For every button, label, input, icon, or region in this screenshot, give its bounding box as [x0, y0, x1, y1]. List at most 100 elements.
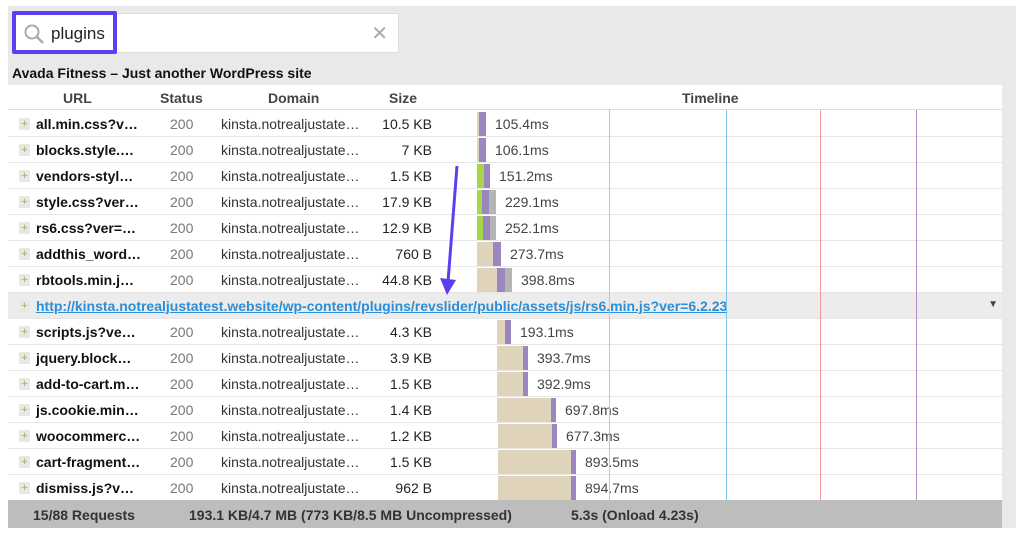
- timeline-bar-wait: [498, 450, 571, 474]
- request-size: 10.5 KB: [382, 116, 432, 132]
- col-timeline[interactable]: Timeline: [682, 90, 739, 106]
- request-url[interactable]: style.css?ver…: [36, 194, 139, 210]
- page-title: Avada Fitness – Just another WordPress s…: [12, 65, 312, 81]
- request-time: 677.3ms: [566, 428, 620, 444]
- request-size: 760 B: [395, 246, 432, 262]
- request-status: 200: [170, 324, 194, 340]
- table-row[interactable]: + rbtools.min.j… 200 kinsta.notrealjusta…: [8, 267, 1002, 293]
- expand-icon[interactable]: +: [19, 248, 30, 260]
- request-url[interactable]: blocks.style.…: [36, 142, 135, 158]
- request-status: 200: [170, 350, 194, 366]
- request-url[interactable]: dismiss.js?v…: [36, 480, 135, 496]
- expand-icon[interactable]: +: [19, 144, 30, 156]
- request-url[interactable]: cart-fragment…: [36, 454, 141, 470]
- table-row[interactable]: + addthis_word… 200 kinsta.notrealjustat…: [8, 241, 1002, 267]
- request-url[interactable]: addthis_word…: [36, 246, 142, 262]
- request-time: 273.7ms: [510, 246, 564, 262]
- expand-icon[interactable]: +: [19, 456, 30, 468]
- request-url[interactable]: vendors-styl…: [36, 168, 134, 184]
- request-url[interactable]: all.min.css?v…: [36, 116, 138, 132]
- request-domain: kinsta.notrealjustate…: [221, 350, 360, 366]
- request-url[interactable]: add-to-cart.m…: [36, 376, 140, 392]
- requests-table: URL Status Domain Size Timeline + http:/…: [8, 85, 1002, 528]
- search-input[interactable]: plugins ✕: [13, 13, 399, 53]
- request-time: 398.8ms: [521, 272, 575, 288]
- table-row[interactable]: + js.cookie.min… 200 kinsta.notrealjusta…: [8, 397, 1002, 423]
- col-domain[interactable]: Domain: [268, 90, 320, 106]
- table-row[interactable]: + jquery.block… 200 kinsta.notrealjustat…: [8, 345, 1002, 371]
- request-url-link[interactable]: http://kinsta.notrealjustatest.website/w…: [36, 298, 728, 314]
- request-size: 1.2 KB: [389, 428, 432, 444]
- expand-icon[interactable]: +: [19, 378, 30, 390]
- timeline-bar-receive: [571, 476, 576, 500]
- request-url[interactable]: woocommerc…: [36, 428, 141, 444]
- request-size: 1.5 KB: [389, 168, 432, 184]
- timeline-bar-receive: [479, 112, 486, 136]
- expand-icon[interactable]: +: [19, 170, 30, 182]
- search-query[interactable]: plugins: [51, 24, 105, 43]
- caret-down-icon[interactable]: ▼: [988, 299, 998, 310]
- expand-icon[interactable]: +: [19, 196, 30, 208]
- table-row[interactable]: + all.min.css?v… 200 kinsta.notrealjusta…: [8, 111, 1002, 137]
- request-domain: kinsta.notrealjustate…: [221, 324, 360, 340]
- request-domain: kinsta.notrealjustate…: [221, 194, 360, 210]
- expand-icon[interactable]: +: [19, 222, 30, 234]
- request-url[interactable]: rbtools.min.j…: [36, 272, 134, 288]
- timeline-marker-purple: [916, 110, 917, 500]
- timeline-bar-receive: [523, 372, 528, 396]
- request-url[interactable]: scripts.js?ve…: [36, 324, 136, 340]
- request-size: 12.9 KB: [382, 220, 432, 236]
- timeline-bar-wait: [477, 112, 479, 136]
- request-time: 252.1ms: [505, 220, 559, 236]
- request-time: 894.7ms: [585, 480, 639, 496]
- table-row[interactable]: + scripts.js?ve… 200 kinsta.notrealjusta…: [8, 319, 1002, 345]
- request-count: 15/88 Requests: [33, 507, 135, 523]
- request-status: 200: [170, 220, 194, 236]
- request-size: 1.5 KB: [389, 454, 432, 470]
- timeline-bar-wait: [497, 320, 505, 344]
- request-url[interactable]: jquery.block…: [36, 350, 132, 366]
- table-row[interactable]: + vendors-styl… 200 kinsta.notrealjustat…: [8, 163, 1002, 189]
- total-time: 5.3s (Onload 4.23s): [571, 507, 699, 523]
- request-time: 106.1ms: [495, 142, 549, 158]
- request-status: 200: [170, 376, 194, 392]
- expanded-row[interactable]: + http://kinsta.notrealjustatest.website…: [8, 293, 1002, 319]
- timeline-bar-receive: [523, 346, 528, 370]
- request-domain: kinsta.notrealjustate…: [221, 272, 360, 288]
- expand-icon[interactable]: +: [19, 482, 30, 494]
- table-row[interactable]: + add-to-cart.m… 200 kinsta.notrealjusta…: [8, 371, 1002, 397]
- timeline-bar-receive: [484, 164, 490, 188]
- table-header: URL Status Domain Size Timeline: [8, 85, 1002, 110]
- close-icon[interactable]: ✕: [371, 23, 388, 45]
- expand-icon[interactable]: +: [19, 352, 30, 364]
- expand-icon[interactable]: +: [19, 118, 30, 130]
- timeline-bar-receive: [497, 268, 505, 292]
- total-size: 193.1 KB/4.7 MB (773 KB/8.5 MB Uncompres…: [189, 507, 512, 523]
- request-status: 200: [170, 116, 194, 132]
- request-domain: kinsta.notrealjustate…: [221, 480, 360, 496]
- expand-icon[interactable]: +: [19, 300, 30, 312]
- timeline-marker-blue: [726, 110, 727, 500]
- request-domain: kinsta.notrealjustate…: [221, 220, 360, 236]
- table-row[interactable]: + cart-fragment… 200 kinsta.notrealjusta…: [8, 449, 1002, 475]
- table-row[interactable]: + dismiss.js?v… 200 kinsta.notrealjustat…: [8, 475, 1002, 501]
- request-domain: kinsta.notrealjustate…: [221, 428, 360, 444]
- table-row[interactable]: + rs6.css?ver=… 200 kinsta.notrealjustat…: [8, 215, 1002, 241]
- table-row[interactable]: + woocommerc… 200 kinsta.notrealjustate……: [8, 423, 1002, 449]
- request-status: 200: [170, 272, 194, 288]
- request-url[interactable]: rs6.css?ver=…: [36, 220, 137, 236]
- expand-icon[interactable]: +: [19, 404, 30, 416]
- request-url[interactable]: js.cookie.min…: [36, 402, 139, 418]
- expand-icon[interactable]: +: [19, 326, 30, 338]
- col-url[interactable]: URL: [63, 90, 92, 106]
- table-row[interactable]: + blocks.style.… 200 kinsta.notrealjusta…: [8, 137, 1002, 163]
- expand-icon[interactable]: +: [19, 274, 30, 286]
- timeline-bar-receive: [552, 424, 557, 448]
- timeline-bar-wait: [477, 268, 497, 292]
- col-status[interactable]: Status: [160, 90, 203, 106]
- request-domain: kinsta.notrealjustate…: [221, 402, 360, 418]
- expand-icon[interactable]: +: [19, 430, 30, 442]
- col-size[interactable]: Size: [389, 90, 418, 106]
- table-row[interactable]: + style.css?ver… 200 kinsta.notrealjusta…: [8, 189, 1002, 215]
- request-size: 1.5 KB: [389, 376, 432, 392]
